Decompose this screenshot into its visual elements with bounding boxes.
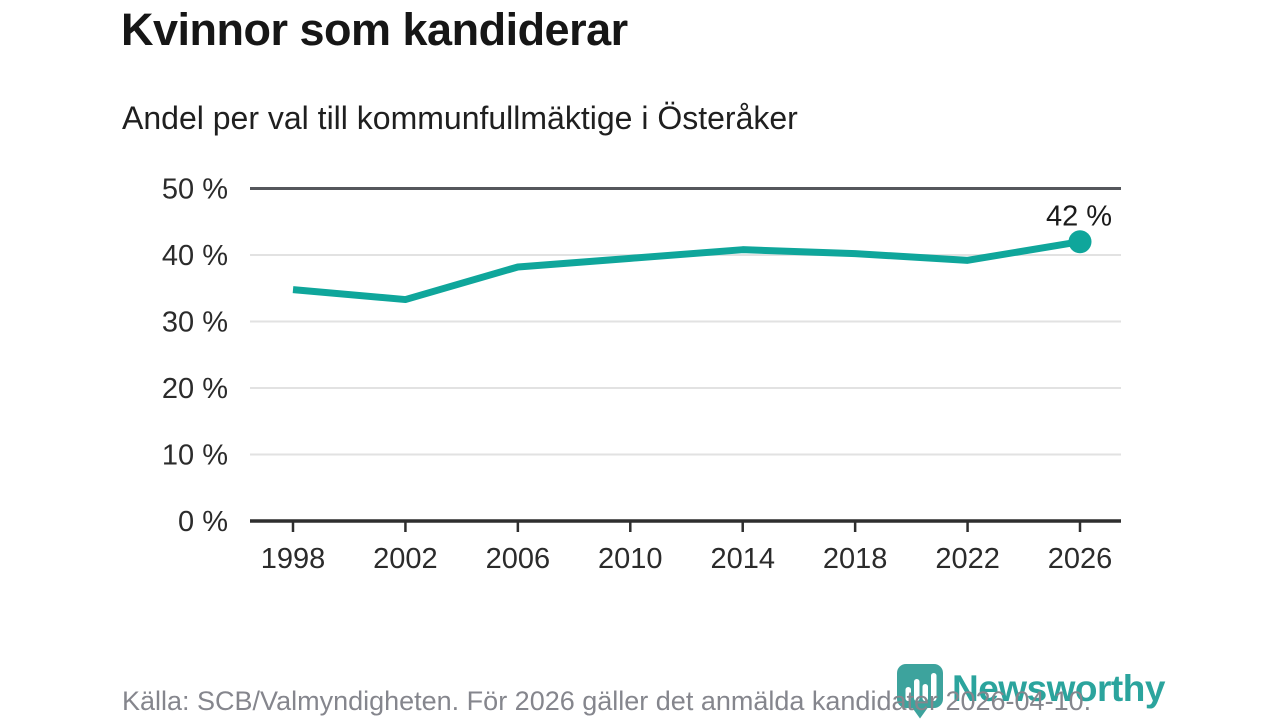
source-note: Källa: SCB/Valmyndigheten. För 2026 gäll… (122, 686, 1092, 716)
newsworthy-pin-barchart-icon (897, 664, 943, 719)
x-axis-tick-label: 2006 (486, 543, 551, 575)
x-axis-tick-label: 2022 (935, 543, 1000, 575)
data-line (292, 238, 1081, 304)
y-axis-tick-label: 50 % (162, 174, 228, 206)
y-axis-tick-label: 10 % (162, 440, 228, 472)
y-axis-tick-label: 30 % (162, 307, 228, 339)
chart-title: Kvinnor som kandiderar (121, 4, 628, 55)
x-axis-tick-label: 2002 (373, 543, 438, 575)
last-point-value-label: 42 % (1046, 201, 1112, 233)
x-axis-tick-label: 2010 (598, 543, 663, 575)
y-axis-tick-label: 20 % (162, 373, 228, 405)
x-axis-tick-label: 1998 (261, 543, 326, 575)
x-axis-tick-label: 2014 (710, 543, 775, 575)
newsworthy-logo: Newsworthy (896, 663, 1165, 720)
y-axis-tick-label: 40 % (162, 240, 228, 272)
last-point-marker (1068, 230, 1092, 254)
y-axis-tick-label: 0 % (178, 506, 228, 538)
x-axis-tick-label: 2018 (823, 543, 888, 575)
x-axis-tick-label: 2026 (1048, 543, 1113, 575)
newsworthy-wordmark: Newsworthy (952, 668, 1165, 709)
chart-subtitle: Andel per val till kommunfullmäktige i Ö… (122, 100, 798, 136)
